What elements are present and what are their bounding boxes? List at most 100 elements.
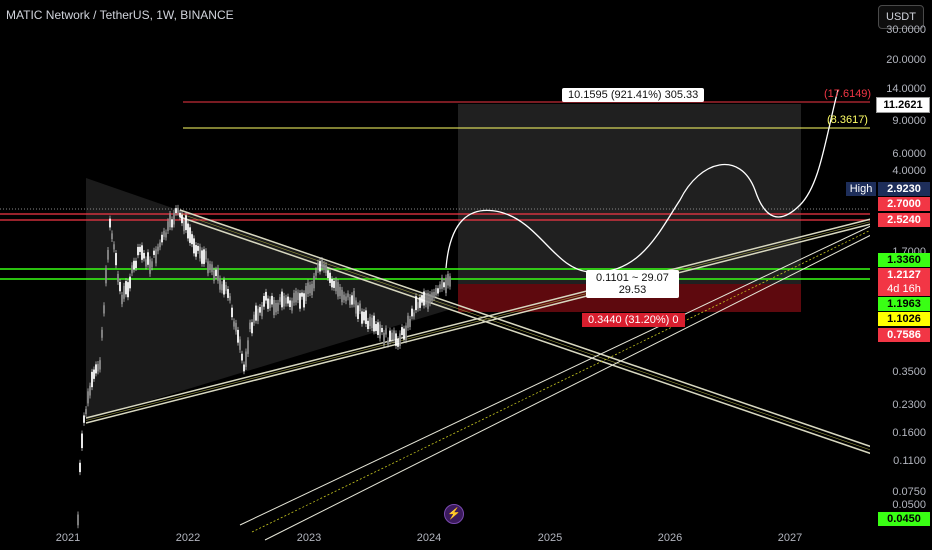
candle-body	[345, 296, 347, 302]
candle-body	[295, 290, 297, 303]
x-label: 2025	[537, 532, 563, 544]
candle-body	[119, 281, 121, 292]
candle-body	[245, 351, 247, 367]
candle-body	[391, 332, 393, 340]
candle-body	[255, 305, 257, 321]
candle-body	[207, 261, 209, 274]
candle-body	[389, 330, 391, 342]
candle-body	[371, 317, 373, 329]
candle-body	[365, 310, 367, 324]
candle-body	[97, 364, 99, 372]
candle-body	[313, 275, 315, 289]
x-label: 2024	[416, 532, 442, 544]
midrange-label: 0.1101 ~ 29.07 29.53	[586, 270, 679, 298]
candle-body	[237, 329, 239, 343]
candle-body	[351, 295, 353, 305]
candle-body	[265, 291, 267, 301]
candle-body	[437, 288, 439, 294]
candle-body	[227, 289, 229, 298]
price-tag-green-3: 0.0450	[878, 512, 930, 526]
y-label: 30.0000	[886, 24, 926, 36]
ascending-trendline-a	[85, 217, 876, 419]
candle-body	[425, 293, 427, 305]
candle-body	[403, 328, 405, 340]
candle-body	[431, 292, 433, 301]
candle-body	[291, 300, 293, 311]
candle-body	[447, 273, 449, 286]
target-yellow-text: (8.3617)	[827, 114, 868, 126]
candle-body	[233, 321, 235, 327]
candle-body	[167, 221, 169, 231]
candle-body	[257, 308, 259, 322]
candle-body	[145, 259, 147, 267]
candle-body	[279, 297, 281, 302]
descending-trendline-a	[179, 209, 876, 449]
candle-body	[195, 245, 197, 257]
candle-body	[85, 409, 87, 415]
candle-body	[309, 284, 311, 294]
candle-body	[375, 324, 377, 331]
candle-body	[153, 250, 155, 255]
candle-body	[89, 385, 91, 396]
candle-body	[397, 339, 399, 347]
candle-body	[289, 300, 291, 307]
candle-body	[387, 340, 389, 345]
candle-body	[315, 270, 317, 276]
y-label: 9.0000	[892, 115, 926, 127]
candle-body	[407, 315, 409, 328]
candle-body	[239, 339, 241, 350]
candle-body	[319, 261, 321, 272]
candle-body	[83, 415, 85, 423]
candle-body	[215, 269, 217, 276]
candle-body	[331, 279, 333, 288]
candle-body	[113, 244, 115, 250]
candle-body	[281, 291, 283, 308]
candle-body	[381, 328, 383, 333]
lightning-icon[interactable]: ⚡	[444, 504, 464, 524]
candle-body	[81, 433, 83, 449]
candle-body	[353, 290, 355, 305]
candle-body	[105, 268, 107, 284]
midrange-label-line1: 0.1101 ~ 29.07	[596, 272, 669, 284]
candle-body	[247, 340, 249, 354]
candle-body	[213, 270, 215, 281]
candle-body	[181, 214, 183, 224]
candle-body	[305, 286, 307, 301]
candle-body	[221, 284, 223, 291]
candle-body	[275, 302, 277, 313]
candle-body	[133, 260, 135, 270]
candle-body	[367, 320, 369, 329]
candle-body	[335, 279, 337, 292]
candle-body	[155, 249, 157, 264]
candle-body	[333, 280, 335, 288]
candle-body	[321, 260, 323, 269]
candle-body	[141, 245, 143, 260]
candle-body	[241, 353, 243, 361]
candle-body	[197, 245, 199, 251]
price-tag-red-3: 0.7586	[878, 328, 930, 342]
candle-body	[287, 296, 289, 304]
price-tag-red-1: 2.7000	[878, 197, 930, 211]
candle-body	[121, 294, 123, 305]
candle-body	[193, 238, 195, 254]
candle-body	[163, 230, 165, 237]
candle-body	[357, 305, 359, 319]
bar-timer-tag: 4d 16h	[878, 282, 930, 296]
ascending-trendline-mid	[85, 220, 876, 421]
descending-trendline-mid	[179, 213, 876, 452]
candle-body	[445, 277, 447, 294]
candle-body	[123, 285, 125, 299]
candle-body	[217, 267, 219, 281]
candle-body	[413, 312, 415, 317]
candle-body	[267, 298, 269, 309]
high-label-tag: High	[846, 182, 876, 196]
candle-body	[87, 391, 89, 404]
candle-body	[135, 260, 137, 268]
candle-body	[325, 264, 327, 273]
candle-body	[203, 249, 205, 264]
currency-button[interactable]: USDT	[878, 5, 924, 29]
candle-body	[127, 282, 129, 298]
candle-body	[225, 284, 227, 291]
candle-body	[269, 299, 271, 308]
